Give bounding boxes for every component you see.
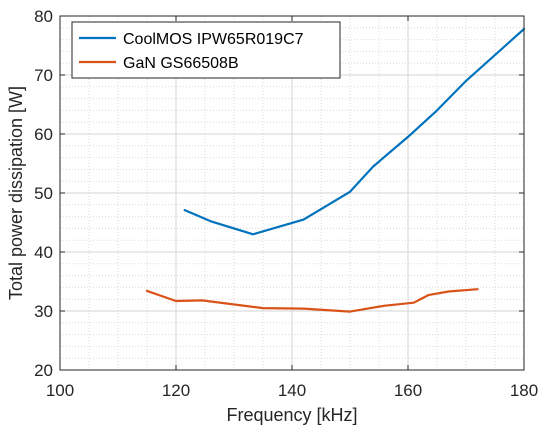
series-line-coolmos xyxy=(183,27,526,236)
legend-entry-gan: GaN GS66508B xyxy=(123,55,239,72)
series-line-gan xyxy=(145,288,479,313)
y-tick-label: 80 xyxy=(34,7,53,26)
x-tick-label: 160 xyxy=(394,381,422,400)
x-tick-label: 120 xyxy=(162,381,190,400)
y-tick-label: 20 xyxy=(34,361,53,380)
y-tick-label: 70 xyxy=(34,66,53,85)
tick-marks xyxy=(59,15,525,371)
legend-box xyxy=(71,21,341,79)
legend: CoolMOS IPW65R019C7 GaN GS66508B xyxy=(71,21,341,79)
y-axis-label: Total power dissipation [W] xyxy=(6,86,26,300)
x-tick-label: 100 xyxy=(46,381,74,400)
y-tick-label: 60 xyxy=(34,125,53,144)
y-tick-label: 50 xyxy=(34,184,53,203)
y-tick-label: 40 xyxy=(34,243,53,262)
tick-labels: 100 120 140 160 180 20 30 40 50 60 70 80 xyxy=(34,7,538,400)
x-axis-label: Frequency [kHz] xyxy=(226,405,357,425)
y-tick-label: 30 xyxy=(34,302,53,321)
x-tick-label: 180 xyxy=(510,381,538,400)
series-layer xyxy=(145,27,526,313)
x-tick-label: 140 xyxy=(278,381,306,400)
legend-entry-coolmos: CoolMOS IPW65R019C7 xyxy=(123,31,304,48)
